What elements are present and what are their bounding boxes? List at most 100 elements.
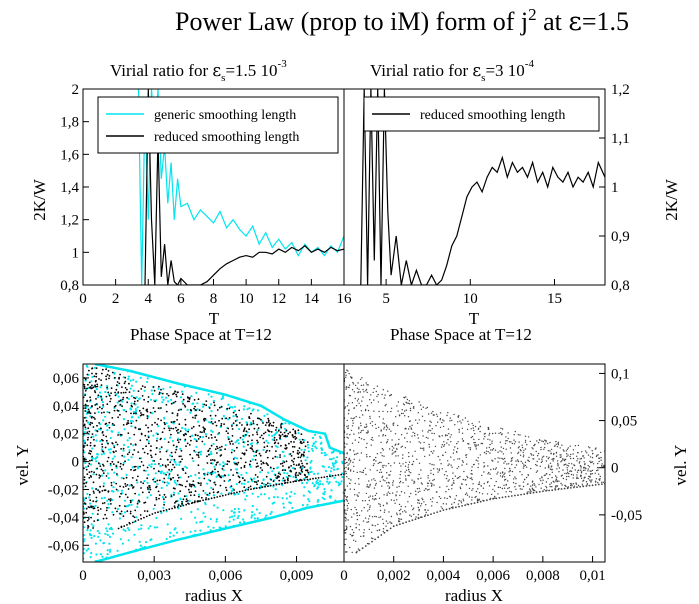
scatter-point (469, 477, 471, 479)
scatter-point (547, 477, 549, 480)
scatter-point (148, 491, 151, 494)
scatter-point (317, 498, 320, 502)
lower-curve-point (542, 490, 544, 493)
scatter-point (492, 488, 494, 491)
scatter-point (392, 484, 394, 486)
scatter-point (547, 450, 549, 452)
scatter-point (576, 460, 578, 462)
scatter-point (88, 476, 91, 479)
scatter-point (577, 484, 580, 487)
scatter-point (124, 387, 127, 389)
scatter-point (242, 441, 245, 443)
scatter-point (447, 464, 449, 467)
scatter-point (308, 491, 311, 494)
scatter-point (303, 439, 306, 442)
scatter-point (92, 527, 94, 529)
scatter-point (84, 407, 87, 410)
scatter-point (247, 443, 249, 446)
scatter-point (577, 477, 579, 479)
scatter-point (392, 423, 394, 425)
scatter-point (380, 471, 383, 473)
scatter-point (301, 462, 303, 465)
scatter-point (375, 492, 378, 495)
scatter-point (390, 470, 392, 472)
scatter-point (582, 480, 584, 482)
lower-curve-point (548, 489, 550, 492)
scatter-point (527, 436, 530, 438)
scatter-point (294, 468, 296, 470)
legend-virial-left (97, 96, 339, 154)
scatter-point (283, 479, 286, 482)
scatter-point (532, 489, 534, 491)
scatter-point (192, 459, 195, 463)
lower-curve-point (292, 480, 295, 483)
scatter-point (105, 509, 108, 512)
scatter-point (148, 485, 150, 487)
scatter-point (108, 535, 112, 539)
scatter-point (458, 466, 460, 468)
scatter-point (172, 463, 174, 466)
scatter-point (234, 420, 237, 422)
scatter-point (200, 482, 202, 484)
scatter-point (398, 438, 400, 441)
scatter-point (346, 526, 348, 528)
scatter-point (576, 455, 578, 457)
scatter-point (121, 542, 124, 545)
scatter-point (441, 435, 443, 437)
scatter-point (166, 471, 169, 474)
scatter-point (537, 442, 540, 444)
scatter-point (108, 426, 111, 429)
scatter-point (123, 511, 127, 514)
scatter-point (220, 423, 223, 425)
scatter-point (303, 477, 306, 480)
scatter-point (350, 459, 352, 462)
scatter-point (500, 427, 502, 429)
scatter-point (193, 449, 196, 452)
scatter-point (130, 402, 133, 405)
scatter-point (440, 506, 442, 508)
scatter-point (396, 499, 398, 501)
scatter-point (379, 509, 382, 512)
scatter-point (387, 462, 390, 465)
scatter-point (157, 490, 160, 493)
scatter-point (382, 418, 385, 420)
scatter-point (136, 406, 139, 409)
scatter-point (167, 394, 170, 397)
scatter-point (407, 501, 409, 503)
scatter-point (585, 473, 587, 475)
scatter-point (383, 428, 385, 430)
scatter-point (478, 481, 481, 483)
scatter-point (465, 479, 467, 481)
scatter-point (589, 476, 591, 478)
scatter-point (138, 493, 141, 496)
scatter-point (181, 502, 184, 505)
scatter-point (222, 509, 225, 512)
scatter-point (549, 485, 551, 488)
scatter-point (390, 430, 392, 432)
scatter-point (369, 469, 371, 471)
scatter-point (380, 452, 382, 454)
scatter-point (254, 474, 257, 476)
scatter-point (146, 380, 149, 384)
scatter-point (345, 461, 348, 464)
scatter-point (405, 478, 407, 480)
scatter-point (236, 446, 238, 449)
scatter-point (198, 424, 201, 427)
scatter-point (344, 446, 346, 448)
scatter-point (263, 493, 266, 496)
scatter-point (220, 397, 223, 401)
scatter-point (112, 481, 115, 484)
scatter-point (185, 495, 188, 498)
lower-curve-point (374, 538, 376, 541)
scatter-point (108, 394, 111, 397)
scatter-point (221, 467, 224, 470)
scatter-point (89, 442, 92, 444)
lower-curve-point (507, 495, 510, 498)
scatter-point (247, 486, 250, 489)
scatter-point (167, 400, 170, 403)
scatter-point (178, 483, 181, 486)
scatter-point (154, 480, 157, 483)
scatter-point (158, 385, 160, 388)
scatter-point (444, 451, 447, 453)
scatter-point (346, 369, 348, 371)
